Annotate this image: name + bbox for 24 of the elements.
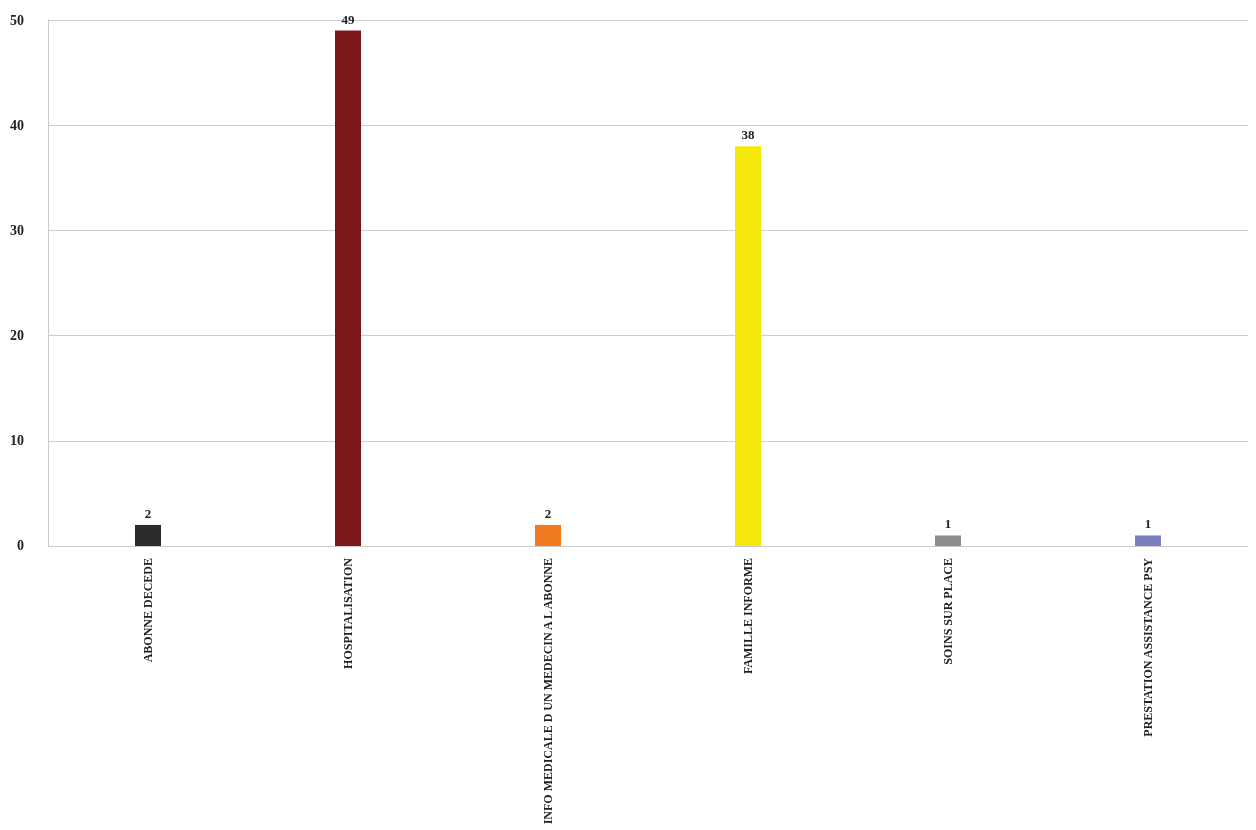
bar — [1135, 535, 1161, 546]
data-label: 49 — [341, 11, 355, 27]
bar — [135, 524, 161, 546]
bar — [735, 146, 761, 546]
y-tick-label: 0 — [17, 538, 24, 554]
bar — [335, 30, 361, 546]
data-label: 2 — [544, 505, 552, 521]
x-tick-label: PRESTATION ASSISTANCE PSY — [1141, 557, 1155, 737]
y-tick-label: 20 — [10, 328, 24, 344]
y-tick-label: 40 — [10, 117, 24, 133]
x-tick-label: ABONNE DECEDE — [141, 557, 155, 663]
x-tick-label: SOINS SUR PLACE — [941, 557, 955, 665]
y-tick-label: 10 — [10, 433, 24, 449]
y-tick-label: 50 — [10, 12, 24, 28]
bar — [935, 535, 961, 546]
data-label: 1 — [1144, 516, 1152, 532]
data-label: 38 — [741, 127, 755, 143]
data-label: 1 — [944, 516, 952, 532]
x-tick-label: INFO MEDICALE D UN MEDECIN A L ABONNE — [541, 557, 555, 825]
x-tick-label: HOSPITALISATION — [341, 557, 355, 669]
x-tick-label: FAMILLE INFORME — [741, 557, 755, 675]
y-tick-label: 30 — [10, 222, 24, 238]
bar — [535, 524, 561, 546]
data-label: 2 — [144, 505, 152, 521]
